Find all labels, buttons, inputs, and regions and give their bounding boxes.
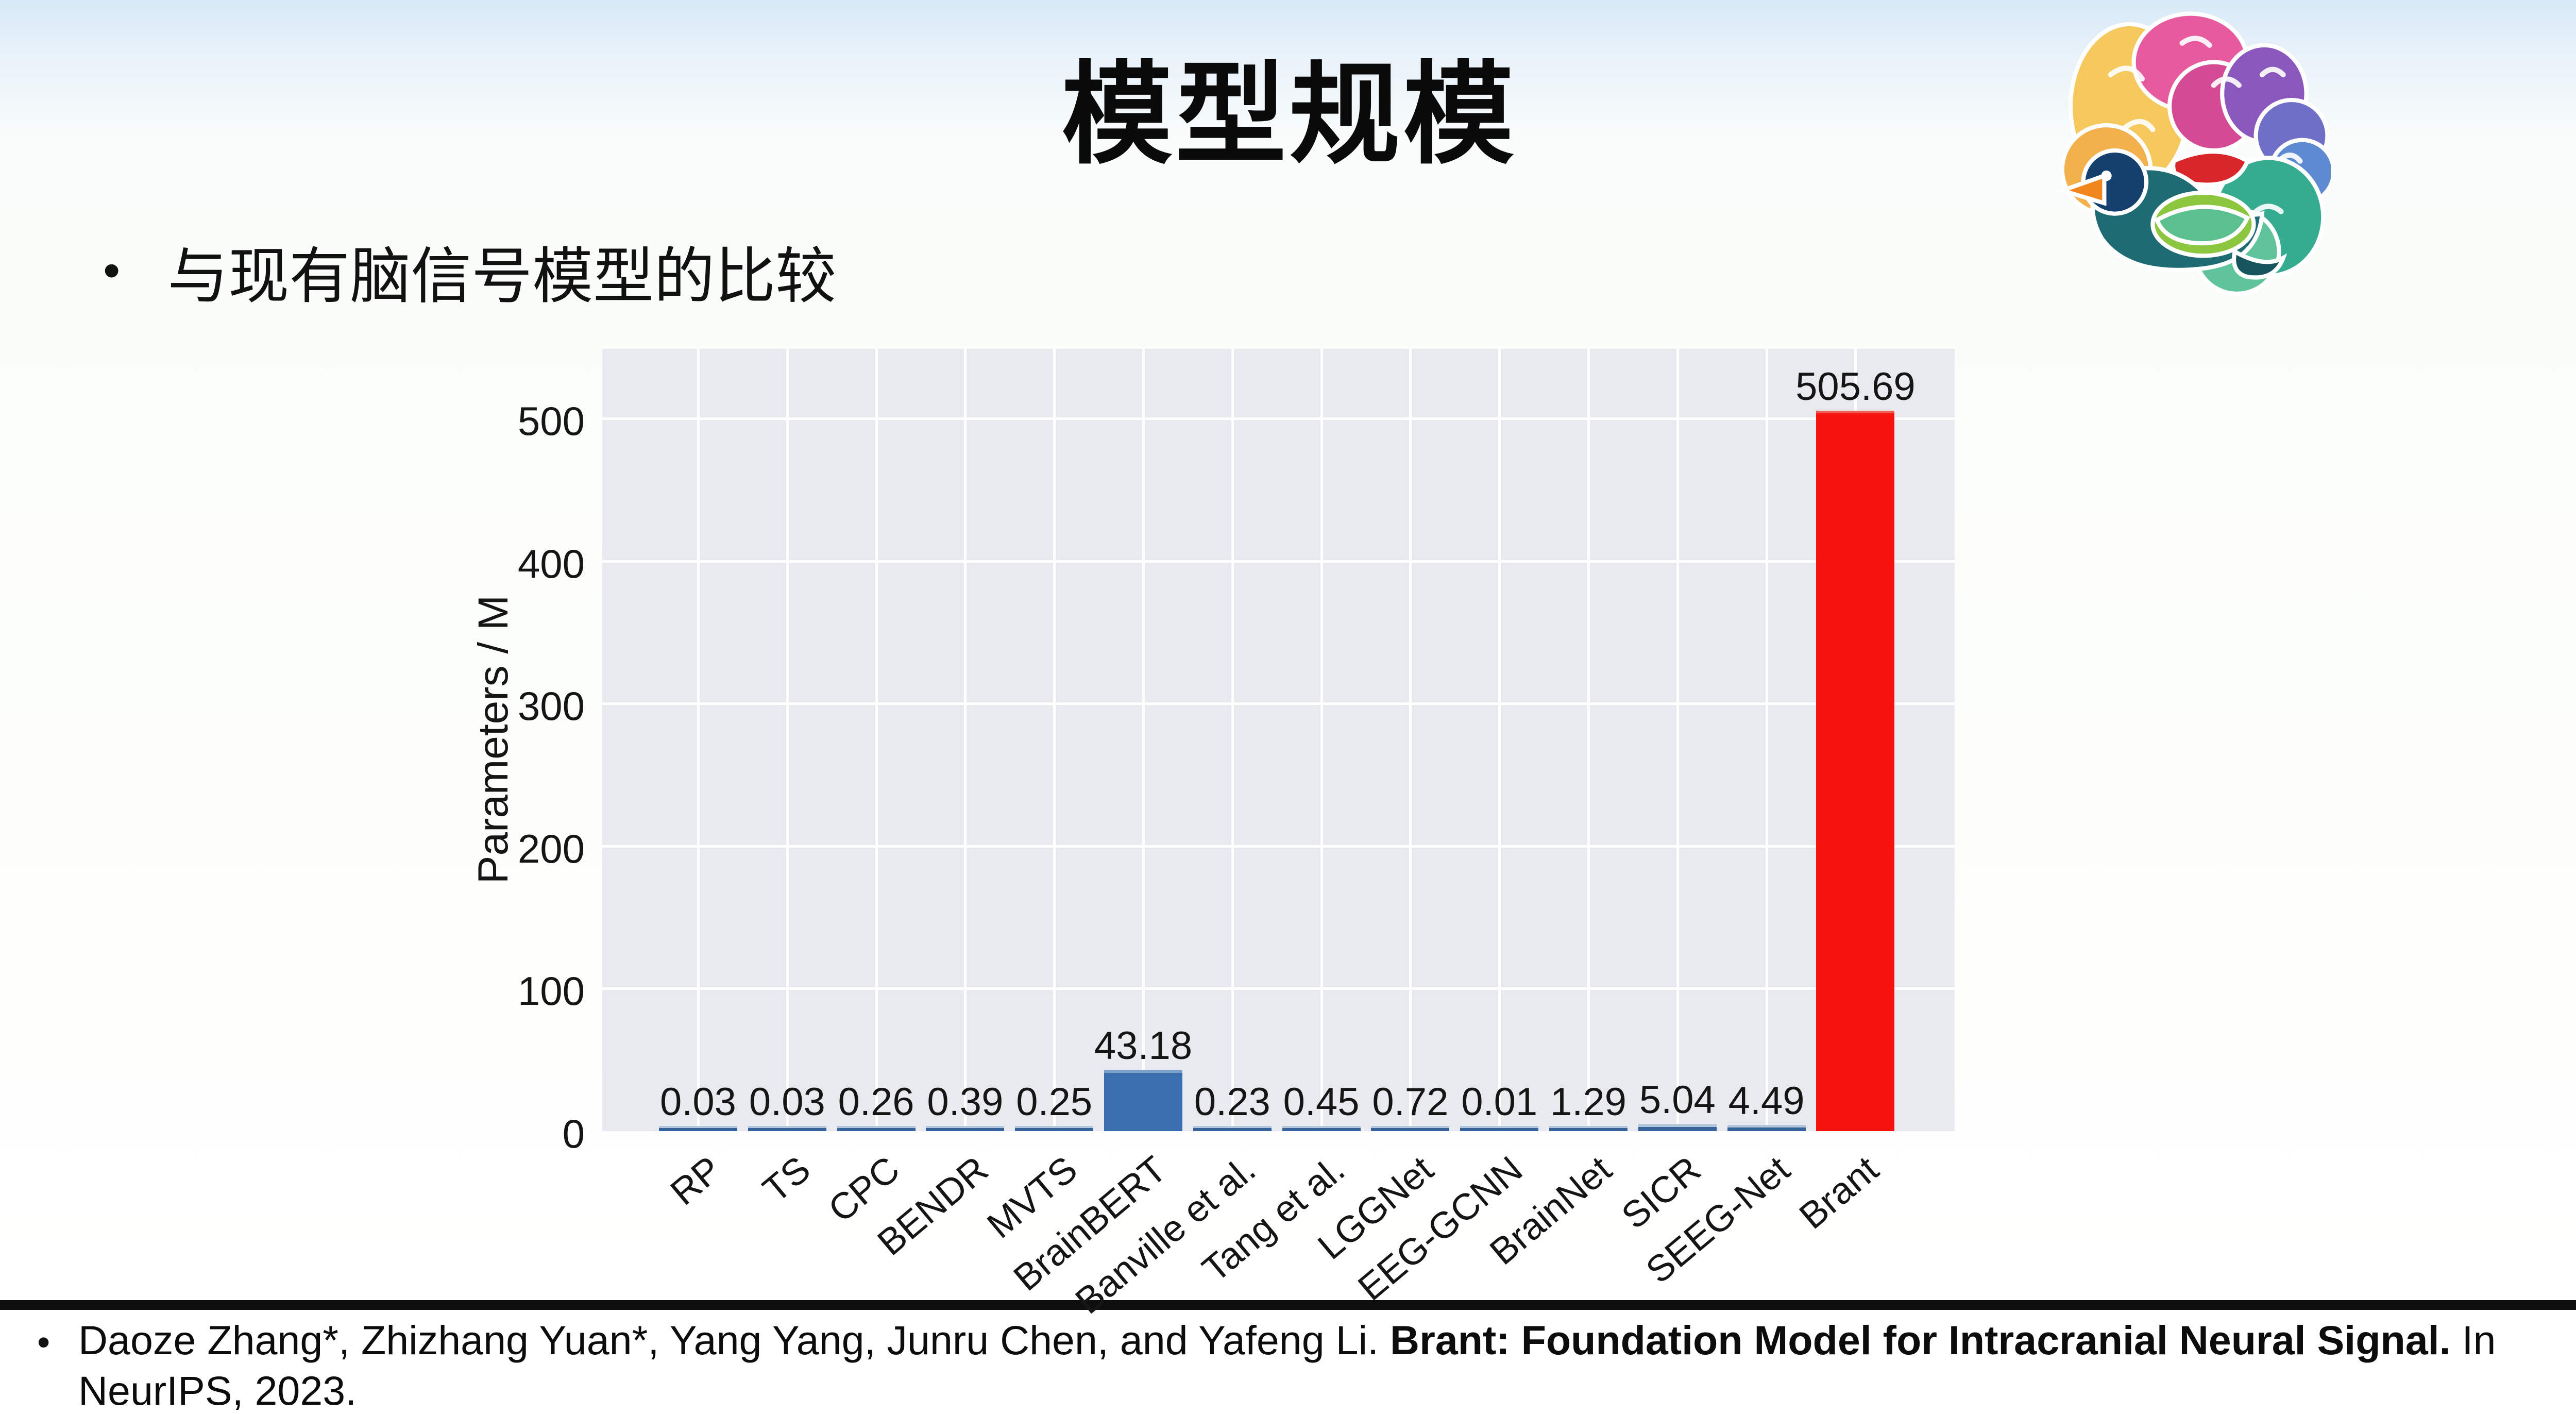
y-tick-300: 300 bbox=[517, 683, 585, 729]
value-label-Tang et al.: 0.45 bbox=[1283, 1080, 1360, 1124]
value-label-MVTS: 0.25 bbox=[1016, 1080, 1093, 1124]
gridline-y-300 bbox=[602, 702, 1955, 705]
gridline-x-3 bbox=[964, 349, 967, 1131]
footer-divider bbox=[0, 1300, 2576, 1310]
value-label-RP: 0.03 bbox=[660, 1080, 736, 1124]
bar-TS bbox=[748, 1126, 826, 1131]
gridline-x-7 bbox=[1320, 349, 1323, 1131]
bullet-text: 与现有脑信号模型的比较 bbox=[167, 243, 837, 311]
gridline-x-5 bbox=[1142, 349, 1145, 1131]
citation-venue: NeurIPS, 2023. bbox=[78, 1368, 357, 1413]
gridline-x-2 bbox=[875, 349, 878, 1131]
chart-plot-area bbox=[602, 349, 1955, 1131]
bullet-line: • 与现有脑信号模型的比较 bbox=[103, 227, 836, 315]
value-label-BrainNet: 1.29 bbox=[1550, 1080, 1626, 1124]
gridline-x-12 bbox=[1765, 349, 1768, 1131]
bar-SEEG-Net bbox=[1727, 1125, 1806, 1131]
y-tick-400: 400 bbox=[517, 541, 585, 586]
value-label-Brant: 505.69 bbox=[1795, 365, 1916, 409]
citation-authors: Daoze Zhang*, Zhizhang Yuan*, Yang Yang,… bbox=[78, 1317, 1391, 1363]
gridline-x-10 bbox=[1587, 349, 1590, 1131]
gridline-y-500 bbox=[602, 417, 1955, 420]
gridline-x-1 bbox=[786, 349, 789, 1131]
bar-BrainNet bbox=[1549, 1126, 1628, 1131]
bullet-dot: • bbox=[103, 243, 121, 298]
bar-EEG-GCNN bbox=[1460, 1126, 1539, 1131]
value-label-CPC: 0.26 bbox=[838, 1080, 914, 1124]
value-label-Banville et al.: 0.23 bbox=[1194, 1080, 1270, 1124]
slide-title: 模型规模 bbox=[1061, 53, 1517, 177]
bar-Banville et al. bbox=[1193, 1126, 1272, 1131]
gridline-y-200 bbox=[602, 845, 1955, 848]
y-tick-200: 200 bbox=[517, 826, 585, 871]
value-label-EEG-GCNN: 0.01 bbox=[1461, 1080, 1538, 1124]
bar-RP bbox=[659, 1126, 737, 1131]
y-tick-500: 500 bbox=[517, 398, 585, 444]
citation-text: Daoze Zhang*, Zhizhang Yuan*, Yang Yang,… bbox=[78, 1315, 2551, 1414]
bar-CPC bbox=[837, 1126, 916, 1131]
value-label-BrainBERT: 43.18 bbox=[1094, 1024, 1193, 1068]
value-label-SEEG-Net: 4.49 bbox=[1728, 1079, 1805, 1123]
citation-tail: In bbox=[2450, 1317, 2496, 1363]
value-label-SICR: 5.04 bbox=[1639, 1078, 1716, 1122]
gridline-x-8 bbox=[1409, 349, 1412, 1131]
citation-title: Brant: Foundation Model for Intracranial… bbox=[1390, 1317, 2451, 1363]
bar-Tang et al. bbox=[1282, 1126, 1361, 1131]
gridline-x-0 bbox=[697, 349, 700, 1131]
bar-SICR bbox=[1638, 1124, 1717, 1131]
bar-BENDR bbox=[926, 1126, 1005, 1131]
y-tick-0: 0 bbox=[562, 1111, 585, 1156]
bar-BrainBERT bbox=[1104, 1070, 1182, 1131]
value-label-BENDR: 0.39 bbox=[927, 1080, 1004, 1124]
brain-duck-logo bbox=[2055, 11, 2331, 296]
gridline-x-9 bbox=[1498, 349, 1501, 1131]
footer-bullet-dot: • bbox=[37, 1322, 50, 1363]
y-tick-100: 100 bbox=[517, 968, 585, 1014]
bar-LGGNet bbox=[1371, 1126, 1450, 1131]
gridline-y-400 bbox=[602, 560, 1955, 563]
gridline-x-4 bbox=[1053, 349, 1056, 1131]
gridline-x-11 bbox=[1676, 349, 1679, 1131]
gridline-x-6 bbox=[1231, 349, 1234, 1131]
gridline-y-100 bbox=[602, 987, 1955, 990]
footer: • Daoze Zhang*, Zhizhang Yuan*, Yang Yan… bbox=[0, 1315, 2576, 1414]
value-label-LGGNet: 0.72 bbox=[1372, 1080, 1449, 1124]
bar-MVTS bbox=[1015, 1126, 1094, 1131]
value-label-TS: 0.03 bbox=[749, 1080, 825, 1124]
bar-Brant bbox=[1816, 411, 1895, 1131]
